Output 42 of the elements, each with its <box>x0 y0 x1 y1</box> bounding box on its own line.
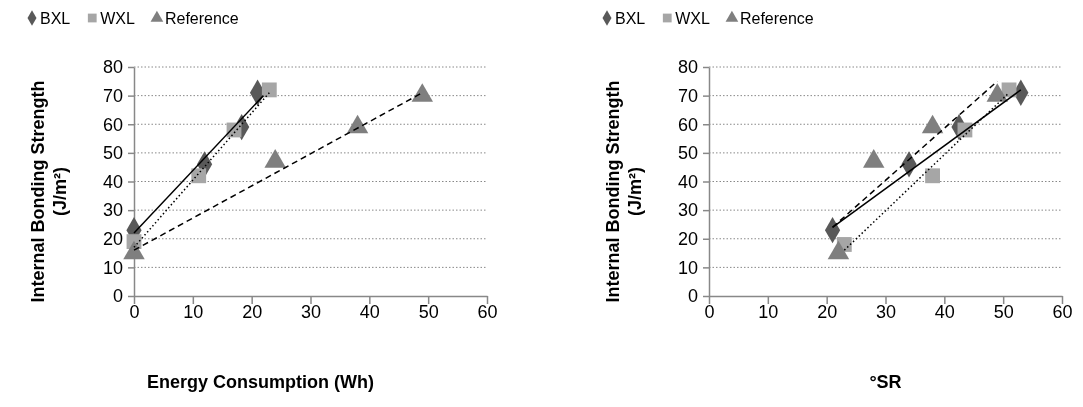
y-tick-label: 20 <box>677 229 698 250</box>
x-tick-label: 30 <box>875 301 897 322</box>
x-tick-label: 10 <box>183 301 204 322</box>
y-tick-label: 50 <box>102 143 123 164</box>
y-tick-label: 30 <box>102 200 123 221</box>
x-tick-label: 0 <box>704 301 715 322</box>
legend-label: Reference <box>739 10 814 27</box>
x-tick-label: 20 <box>242 301 263 322</box>
x-tick-label: 30 <box>300 301 322 322</box>
y-axis-title: Internal Bonding Strength (J/m²) <box>603 80 645 303</box>
y-tick-label: 60 <box>677 114 698 135</box>
y-tick-label: 40 <box>102 171 123 192</box>
legend-label: BXL <box>40 10 71 27</box>
x-tick-label: 60 <box>477 301 498 322</box>
y-axis-title: Internal Bonding Strength (J/m²) <box>28 80 70 303</box>
y-tick-label: 80 <box>102 57 123 78</box>
x-tick-label: 40 <box>934 301 955 322</box>
y-tick-label: 40 <box>677 171 698 192</box>
legend-label: WXL <box>675 10 711 27</box>
x-tick-label: 0 <box>129 301 140 322</box>
x-tick-label: 50 <box>418 301 439 322</box>
legend-label: BXL <box>615 10 646 27</box>
legend-label: WXL <box>100 10 136 27</box>
y-tick-label: 50 <box>677 143 698 164</box>
y-tick-label: 10 <box>102 257 123 278</box>
x-axis-title: °SR <box>869 372 902 392</box>
y-tick-label: 70 <box>677 85 698 106</box>
x-tick-label: 10 <box>758 301 779 322</box>
y-tick-label: 70 <box>102 85 123 106</box>
x-tick-label: 50 <box>993 301 1014 322</box>
x-tick-label: 40 <box>359 301 380 322</box>
y-tick-label: 60 <box>102 114 123 135</box>
x-axis-title: Energy Consumption (Wh) <box>147 372 374 392</box>
y-tick-label: 80 <box>677 57 698 78</box>
y-tick-label: 10 <box>677 257 698 278</box>
legend-label: Reference <box>164 10 239 27</box>
y-tick-label: 0 <box>112 286 123 307</box>
x-tick-label: 60 <box>1052 301 1073 322</box>
y-tick-label: 30 <box>677 200 698 221</box>
x-tick-label: 20 <box>817 301 838 322</box>
y-tick-label: 0 <box>687 286 698 307</box>
y-tick-label: 20 <box>102 229 123 250</box>
